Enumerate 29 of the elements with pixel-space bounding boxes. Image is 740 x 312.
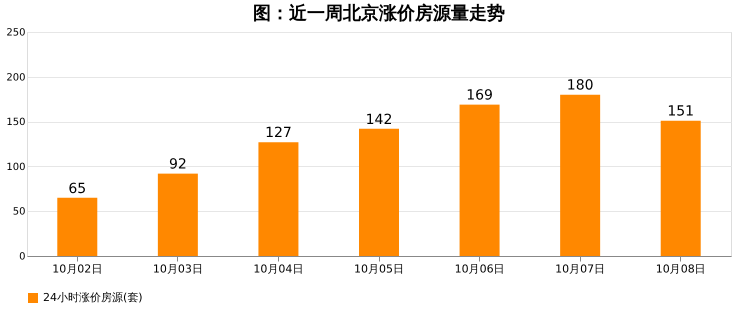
bar	[460, 104, 500, 256]
x-tick-label: 10月08日	[656, 262, 706, 276]
bar	[258, 142, 298, 256]
x-tick-label: 10月06日	[454, 262, 505, 276]
data-label: 92	[168, 156, 187, 173]
y-tick-label: 250	[6, 28, 26, 38]
data-label: 142	[366, 112, 392, 128]
x-tick-label: 10月03日	[152, 262, 203, 276]
bar	[359, 128, 399, 256]
y-tick-label: 50	[12, 206, 26, 218]
y-tick-label: 150	[6, 117, 26, 128]
x-tick-label: 10月07日	[555, 262, 606, 276]
x-tick-label: 10月05日	[354, 262, 404, 276]
data-label: 151	[667, 104, 694, 120]
x-tick-label: 10月02日	[52, 262, 102, 276]
data-label: 65	[68, 180, 86, 197]
bar	[158, 174, 198, 256]
x-tick-label: 10月04日	[253, 262, 304, 276]
y-tick-label: 200	[6, 72, 26, 84]
data-label: 180	[566, 78, 594, 94]
y-tick-label: 100	[6, 162, 26, 173]
data-label: 169	[466, 88, 493, 104]
y-tick-label: 0	[19, 252, 26, 262]
chart-title: 图：近一周北京涨价房源量走势	[253, 3, 505, 24]
data-label: 127	[265, 125, 292, 142]
bar	[560, 94, 600, 256]
bar	[660, 120, 701, 256]
legend-label: 24小时涨价房源(套)	[43, 291, 143, 304]
bar	[57, 198, 98, 256]
